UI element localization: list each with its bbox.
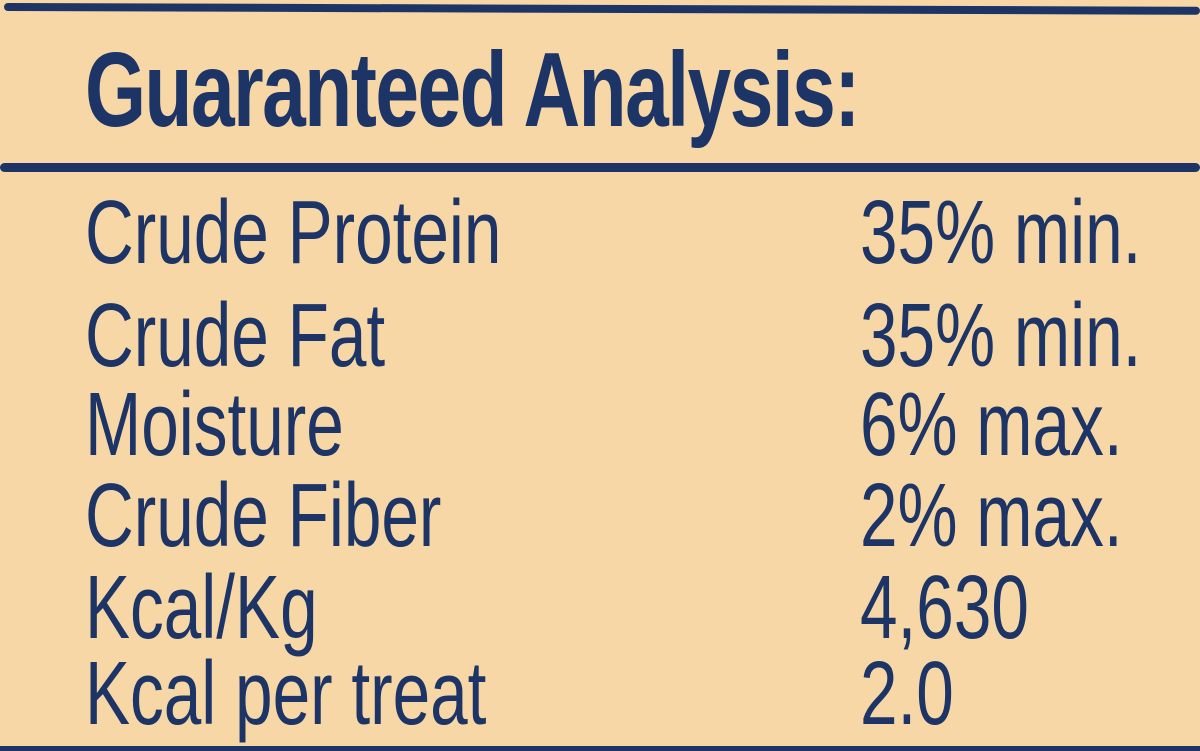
row-value: 35% min. — [860, 183, 1142, 283]
row-label: Crude Fat — [85, 286, 386, 386]
analysis-row-crude-fiber: Crude Fiber 2% max. — [0, 471, 1200, 565]
row-value: 2% max. — [860, 466, 1123, 566]
row-label: Crude Fiber — [85, 466, 442, 566]
analysis-row-crude-fat: Crude Fat 35% min. — [0, 291, 1200, 385]
bottom-edge-line — [0, 746, 1200, 751]
row-label: Moisture — [85, 375, 344, 475]
row-value: 2.0 — [860, 644, 954, 744]
row-label: Kcal per treat — [85, 644, 487, 744]
panel-title: Guaranteed Analysis: — [85, 31, 860, 149]
title-divider-line — [0, 163, 1200, 172]
analysis-row-moisture: Moisture 6% max. — [0, 380, 1200, 474]
analysis-row-kcal-per-treat: Kcal per treat 2.0 — [0, 649, 1200, 743]
row-value: 6% max. — [860, 375, 1123, 475]
row-value: 4,630 — [860, 558, 1029, 658]
row-value: 35% min. — [860, 286, 1142, 386]
analysis-row-crude-protein: Crude Protein 35% min. — [0, 188, 1200, 282]
analysis-row-kcal-per-kg: Kcal/Kg 4,630 — [0, 563, 1200, 657]
row-label: Kcal/Kg — [85, 558, 318, 658]
row-label: Crude Protein — [85, 183, 502, 283]
